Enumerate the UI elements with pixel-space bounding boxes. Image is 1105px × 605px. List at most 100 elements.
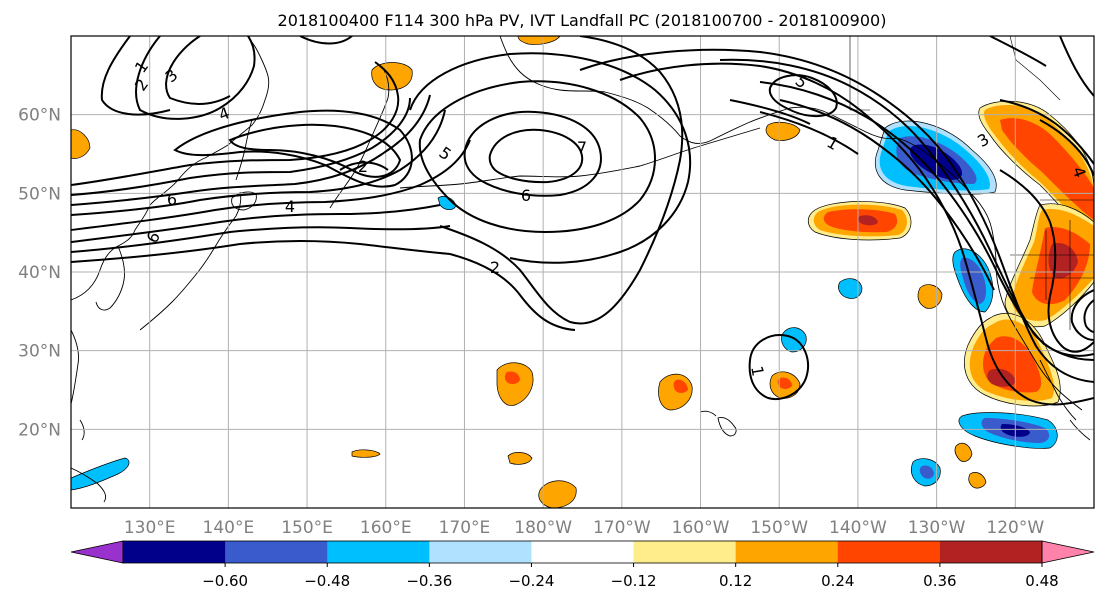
- contour-trough-outer: [449, 253, 576, 331]
- contour-label: 2: [358, 157, 368, 176]
- latitude-label: 30°N: [18, 342, 61, 362]
- contour-ring-kamchatka: [173, 109, 413, 188]
- contour-ridge-1: [619, 62, 1094, 406]
- contour-ring-inner: [228, 123, 402, 178]
- contour-bering-outer-2: [409, 52, 692, 264]
- colorbar-tick-label: −0.12: [611, 572, 657, 590]
- contour-wave-c: [71, 94, 431, 206]
- coast-philippines: [71, 467, 107, 503]
- contour-top-right: [1059, 36, 1094, 97]
- colorbar-tick-label: −0.24: [508, 572, 554, 590]
- contour-top-right-2: [989, 36, 1047, 67]
- longitude-label: 140°E: [203, 518, 255, 538]
- contour-east-ring: [1070, 289, 1094, 341]
- coast-mexico: [1069, 419, 1091, 441]
- graticule: [71, 36, 1094, 508]
- contour-trough-west-coast: [999, 169, 1094, 353]
- anomaly-small-positive-g: [538, 480, 577, 508]
- contour-east-ring-2: [1083, 299, 1094, 333]
- longitude-label: 120°W: [986, 518, 1044, 538]
- contour-trough-east-3: [999, 99, 1094, 165]
- longitude-label: 140°W: [829, 518, 887, 538]
- latitude-label: 50°N: [18, 184, 61, 204]
- coast-aleutians: [399, 127, 761, 189]
- contour-label: 4: [285, 197, 295, 216]
- coast-hawaii: [699, 410, 737, 437]
- colorbar-segment: [327, 541, 430, 563]
- colorbar-extend-low: [70, 540, 124, 564]
- contour-bering-outer: [418, 80, 656, 234]
- colorbar-segment: [429, 541, 532, 563]
- colorbar-segment: [837, 541, 941, 563]
- contour-label: 7: [577, 138, 587, 157]
- coast-china-south: [71, 329, 79, 405]
- contour-subtropical-ring-1: [748, 334, 809, 400]
- colorbar-tick-label: −0.36: [406, 572, 452, 590]
- contour-bering-2: [488, 128, 584, 184]
- contour-label: 6: [167, 190, 177, 209]
- anomaly-small-positive-j: [954, 442, 973, 462]
- colorbar-segment: [939, 541, 1043, 563]
- anomaly-small-positive-d: [371, 62, 413, 91]
- contour-ring-3: [339, 161, 389, 171]
- contour-line-2: [135, 36, 256, 120]
- colorbar-segment: [225, 541, 328, 563]
- anomaly-small-positive-l: [517, 36, 561, 45]
- colorbar-segment: [735, 541, 839, 563]
- contour-trough-west-coast-2: [1039, 119, 1094, 177]
- coast-bc: [897, 137, 993, 231]
- contour-line-3: [165, 36, 231, 105]
- longitude-label: 150°E: [281, 518, 333, 538]
- latitude-labels: 20°N 30°N 40°N 50°N 60°N: [18, 106, 61, 441]
- latitude-label: 20°N: [18, 420, 61, 440]
- contour-wave-h: [71, 240, 451, 263]
- coast-baja: [1039, 359, 1077, 421]
- anomaly-small-positive-b-core: [673, 379, 688, 393]
- colorbar-tick-label: 0.24: [821, 572, 854, 590]
- longitude-label: 180°W: [514, 518, 572, 538]
- longitude-label: 170°E: [439, 518, 491, 538]
- colorbar-tick-label: 0.36: [923, 572, 956, 590]
- anomaly-small-negative-a-core: [919, 465, 934, 479]
- contour-label: 6: [521, 186, 531, 205]
- longitude-label: 160°W: [672, 518, 730, 538]
- pv-contours: [71, 36, 1094, 406]
- political-borders: [849, 36, 1094, 330]
- contour-wave-b: [71, 97, 411, 196]
- anomaly-small-positive-e: [765, 121, 801, 141]
- coast-alaska: [499, 36, 899, 144]
- contour-small-ring-5: [768, 74, 838, 118]
- longitude-label: 130°W: [908, 518, 966, 538]
- anomaly-central-pacific-positive: [807, 201, 912, 241]
- contour-label: 2: [490, 258, 500, 277]
- colorbar-segment: [123, 541, 226, 563]
- colorbar: −0.60 −0.48 −0.36 −0.24 −0.12 0.12 0.24 0.36 0.4…: [70, 540, 1095, 590]
- contour-label: 1: [747, 364, 767, 377]
- contour-bering-1: [463, 110, 602, 197]
- coast-sakhalin: [235, 119, 253, 181]
- longitude-label: 170°W: [593, 518, 651, 538]
- anomaly-small-positive-k: [968, 472, 987, 489]
- colorbar-outline: [122, 540, 1043, 564]
- anomaly-small-positive-m: [71, 129, 91, 159]
- map-title: 2018100400 F114 300 hPa PV, IVT Landfall…: [278, 11, 887, 30]
- latitude-label: 60°N: [18, 106, 61, 126]
- anomaly-small-positive-c-core: [777, 377, 792, 389]
- anomaly-small-positive-a-core: [504, 371, 520, 384]
- longitude-labels: 130°E 140°E 150°E 160°E 170°E 180°W 170°W 160°W…: [124, 518, 1045, 538]
- contour-line-1: [100, 36, 171, 116]
- coast-japan: [139, 191, 242, 331]
- contour-wave-g: [71, 225, 451, 253]
- anomaly-small-positive-i: [507, 452, 533, 465]
- latitude-label: 40°N: [18, 263, 61, 283]
- anomaly-west-pacific-negative: [71, 457, 130, 491]
- ivt-shading: [71, 36, 1094, 508]
- longitude-label: 150°W: [750, 518, 808, 538]
- anomaly-west-us-positive: [1004, 203, 1094, 328]
- coast-korea: [95, 245, 125, 311]
- contour-ridge-6: [759, 111, 859, 155]
- anomaly-small-positive-h: [351, 449, 381, 458]
- map-frame: [70, 35, 1095, 509]
- longitude-label: 160°E: [360, 518, 412, 538]
